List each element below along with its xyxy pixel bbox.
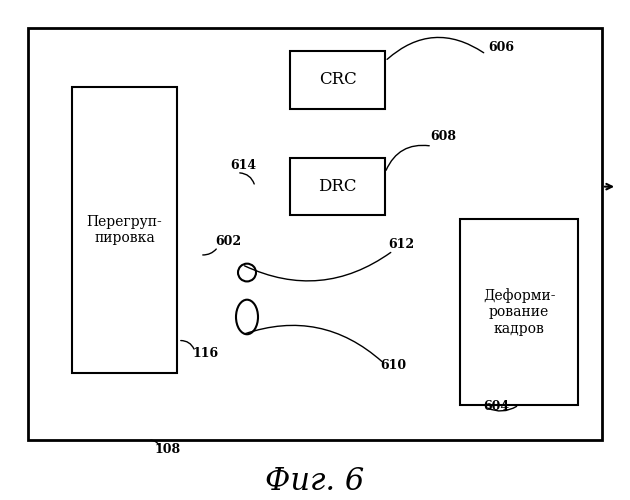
Text: 116: 116 xyxy=(193,347,219,360)
Text: Деформи-
рование
кадров: Деформи- рование кадров xyxy=(483,288,555,336)
Bar xyxy=(460,219,578,405)
Text: 604: 604 xyxy=(483,400,509,413)
Text: DRC: DRC xyxy=(318,178,357,195)
Bar xyxy=(72,87,177,374)
Bar xyxy=(290,158,385,216)
Text: 606: 606 xyxy=(488,41,514,54)
Text: Перегруп-
пировка: Перегруп- пировка xyxy=(87,215,163,245)
Text: CRC: CRC xyxy=(319,72,357,88)
Text: 602: 602 xyxy=(215,236,241,248)
Text: 612: 612 xyxy=(388,238,414,252)
Ellipse shape xyxy=(236,300,258,334)
Ellipse shape xyxy=(238,264,256,281)
Text: 614: 614 xyxy=(230,160,256,172)
Bar xyxy=(28,28,602,440)
Bar xyxy=(290,52,385,108)
Text: 608: 608 xyxy=(430,130,456,143)
Text: Фиг. 6: Фиг. 6 xyxy=(265,466,365,498)
Text: 108: 108 xyxy=(155,443,181,456)
Text: 610: 610 xyxy=(380,359,406,372)
